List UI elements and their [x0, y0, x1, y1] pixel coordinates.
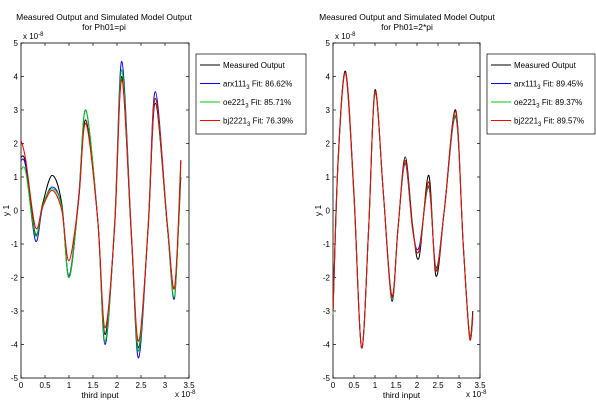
y-tick-label: 1 [14, 173, 19, 182]
y-tick-label: -4 [323, 341, 331, 350]
series-line-1 [332, 72, 474, 349]
chart-subtitle: for Ph01=pi [82, 22, 126, 32]
y-tick-label: -3 [323, 307, 331, 316]
x-tick-label: 1 [373, 381, 378, 390]
y-tick-label: -3 [11, 307, 19, 316]
x-tick-label: 0.5 [39, 381, 51, 390]
legend-entry-label: Measured Output [514, 61, 577, 70]
chart-subtitle: for Ph01=2*pi [381, 22, 433, 32]
y-multiplier: x 10-8 [335, 32, 356, 41]
y-tick-label: 5 [326, 39, 331, 48]
legend-entry-label: oe2213 Fit: 89.37% [514, 98, 582, 110]
y-tick-label: 4 [14, 73, 19, 82]
chart-title: Measured Output and Simulated Model Outp… [319, 12, 495, 22]
chart-left: Measured Output and Simulated Model Outp… [1, 12, 307, 400]
y-multiplier: x 10-8 [23, 32, 44, 41]
y-tick-label: -1 [323, 240, 331, 249]
legend-entry-label: arx1113 Fit: 89.45% [514, 80, 583, 92]
y-tick-label: -5 [323, 374, 331, 383]
y-tick-label: -1 [11, 240, 19, 249]
x-multiplier: x 10-8 [175, 390, 196, 399]
y-tick-label: -2 [11, 274, 19, 283]
y-tick-label: -4 [11, 341, 19, 350]
legend-entry-label: Measured Output [223, 61, 286, 70]
series-line-2 [332, 72, 474, 349]
x-tick-label: 3 [163, 381, 168, 390]
x-tick-label: 2.5 [432, 381, 444, 390]
x-multiplier: x 10-8 [466, 390, 487, 399]
x-axis-label: third input [383, 390, 421, 400]
series-line-0 [20, 75, 182, 349]
legend-entry-label: oe2213 Fit: 85.71% [223, 98, 291, 110]
x-tick-label: 2 [415, 381, 420, 390]
legend: Measured Output arx1113 Fit: 86.62% oe2213… [195, 53, 307, 135]
y-tick-label: 1 [326, 173, 331, 182]
y-tick-label: -2 [323, 274, 331, 283]
y-tick-label: 2 [14, 140, 19, 149]
series-line-0 [332, 70, 474, 349]
x-axis-label: third input [81, 390, 119, 400]
chart-right: Measured Output and Simulated Model Outp… [313, 12, 596, 400]
x-tick-label: 3 [457, 381, 462, 390]
y-tick-label: 3 [14, 106, 19, 115]
x-tick-label: 0 [331, 381, 336, 390]
x-tick-label: 3.5 [183, 381, 195, 390]
x-tick-label: 1.5 [87, 381, 99, 390]
y-axis-label: y 1 [1, 205, 11, 217]
x-tick-label: 1.5 [390, 381, 402, 390]
y-tick-label: 3 [326, 106, 331, 115]
legend-entry-label: arx1113 Fit: 86.62% [223, 80, 292, 92]
y-tick-label: 2 [326, 140, 331, 149]
y-tick-label: 0 [14, 207, 19, 216]
series-line-3 [20, 79, 182, 342]
x-tick-label: 0.5 [348, 381, 360, 390]
x-tick-label: 3.5 [474, 381, 486, 390]
legend-entry-label: bj22213 Fit: 89.57% [514, 117, 584, 129]
y-tick-label: 0 [326, 207, 331, 216]
legend-entry-label: bj22213 Fit: 76.39% [223, 117, 293, 129]
x-tick-label: 0 [19, 381, 24, 390]
x-tick-label: 2 [115, 381, 120, 390]
x-tick-label: 2.5 [135, 381, 147, 390]
series-line-3 [332, 72, 474, 349]
chart-title: Measured Output and Simulated Model Outp… [16, 12, 192, 22]
series-line-2 [20, 69, 182, 352]
y-tick-label: 5 [14, 39, 19, 48]
y-axis-label: y 1 [313, 205, 323, 217]
y-tick-label: -5 [11, 374, 19, 383]
y-tick-label: 4 [326, 73, 331, 82]
x-tick-label: 1 [67, 381, 72, 390]
legend: Measured Output arx1113 Fit: 89.45% oe2213… [486, 53, 596, 135]
